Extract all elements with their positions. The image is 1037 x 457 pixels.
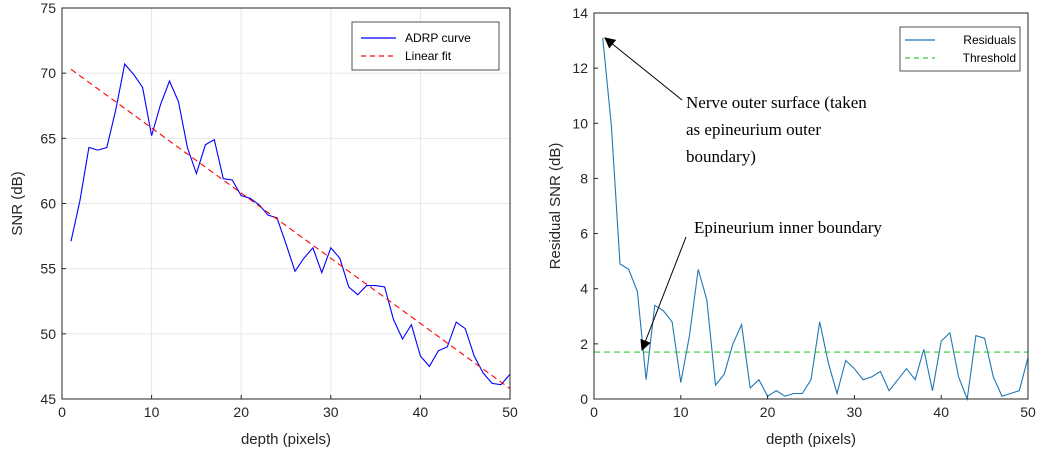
right-y-tick-label: 6 <box>580 226 588 242</box>
left-y-tick-label: 50 <box>40 326 56 342</box>
left-chart: 0 10 20 30 40 50 45 50 55 60 65 70 75 depth (pixels)… <box>9 0 518 448</box>
right-legend: Residuals Threshold <box>899 26 1021 72</box>
left-x-tick-label: 50 <box>502 404 518 420</box>
annotation-outer-surface: Nerve outer surface (taken as epineurium… <box>604 37 867 166</box>
left-legend-box <box>351 21 500 71</box>
left-x-tick-label: 30 <box>323 404 339 420</box>
left-y-tick-label: 75 <box>40 0 56 16</box>
right-y-axis-label: Residual SNR (dB) <box>547 143 564 270</box>
annotation-outer-line-2: as epineurium outer <box>686 120 821 139</box>
left-y-tick-label: 55 <box>40 261 56 277</box>
left-series-group <box>70 62 511 390</box>
right-y-tick-label: 4 <box>580 281 588 297</box>
right-y-tick-label: 2 <box>580 336 588 352</box>
right-x-tick-label: 50 <box>1020 404 1036 420</box>
left-legend: ADRP curve Linear fit <box>351 21 500 71</box>
left-y-tick-label: 45 <box>40 391 56 407</box>
annotation-inner-boundary: Epineurium inner boundary <box>640 218 882 352</box>
left-grid <box>61 7 511 400</box>
right-x-tick-label: 20 <box>760 404 776 420</box>
left-x-tick-label: 40 <box>413 404 429 420</box>
left-y-tick-label: 60 <box>40 196 56 212</box>
left-y-axis-label: SNR (dB) <box>9 171 26 235</box>
left-legend-label-adrp: ADRP curve <box>405 31 471 45</box>
annotation-outer-arrow <box>604 37 683 101</box>
left-y-tick-label: 65 <box>40 130 56 146</box>
right-y-tick-label: 12 <box>572 60 588 76</box>
right-ticks: 0 10 20 30 40 50 0 2 4 6 8 10 12 14 <box>572 5 1036 420</box>
right-x-axis-label: depth (pixels) <box>766 431 856 448</box>
right-series-group <box>594 37 1029 402</box>
right-y-tick-label: 0 <box>580 391 588 407</box>
right-y-tick-label: 14 <box>572 5 588 21</box>
right-x-tick-label: 0 <box>590 404 598 420</box>
left-x-tick-label: 10 <box>144 404 160 420</box>
left-x-axis-label: depth (pixels) <box>241 431 331 448</box>
annotation-outer-line-3: boundary) <box>686 147 756 166</box>
left-series-adrp-curve <box>70 62 511 386</box>
annotation-inner-arrow <box>640 236 687 352</box>
right-chart: 0 10 20 30 40 50 0 2 4 6 8 10 12 14 depth (pixels) Re… <box>547 5 1036 448</box>
left-x-tick-label: 20 <box>233 404 249 420</box>
left-ticks: 0 10 20 30 40 50 45 50 55 60 65 70 75 <box>40 0 518 420</box>
right-legend-label-residuals: Residuals <box>963 33 1016 47</box>
right-y-tick-label: 10 <box>572 115 588 131</box>
right-x-tick-label: 30 <box>847 404 863 420</box>
right-legend-label-threshold: Threshold <box>963 51 1016 65</box>
right-legend-box <box>899 26 1021 72</box>
left-series-linear-fit <box>70 68 511 390</box>
right-x-tick-label: 40 <box>933 404 949 420</box>
annotation-inner-text: Epineurium inner boundary <box>694 218 882 237</box>
left-legend-label-fit: Linear fit <box>405 49 452 63</box>
right-axes-box <box>593 12 1029 400</box>
left-y-tick-label: 70 <box>40 65 56 81</box>
right-x-tick-label: 10 <box>673 404 689 420</box>
left-x-tick-label: 0 <box>58 404 66 420</box>
right-y-tick-label: 8 <box>580 170 588 186</box>
annotation-outer-line-1: Nerve outer surface (taken <box>686 93 867 112</box>
right-series-residuals <box>602 37 1029 402</box>
